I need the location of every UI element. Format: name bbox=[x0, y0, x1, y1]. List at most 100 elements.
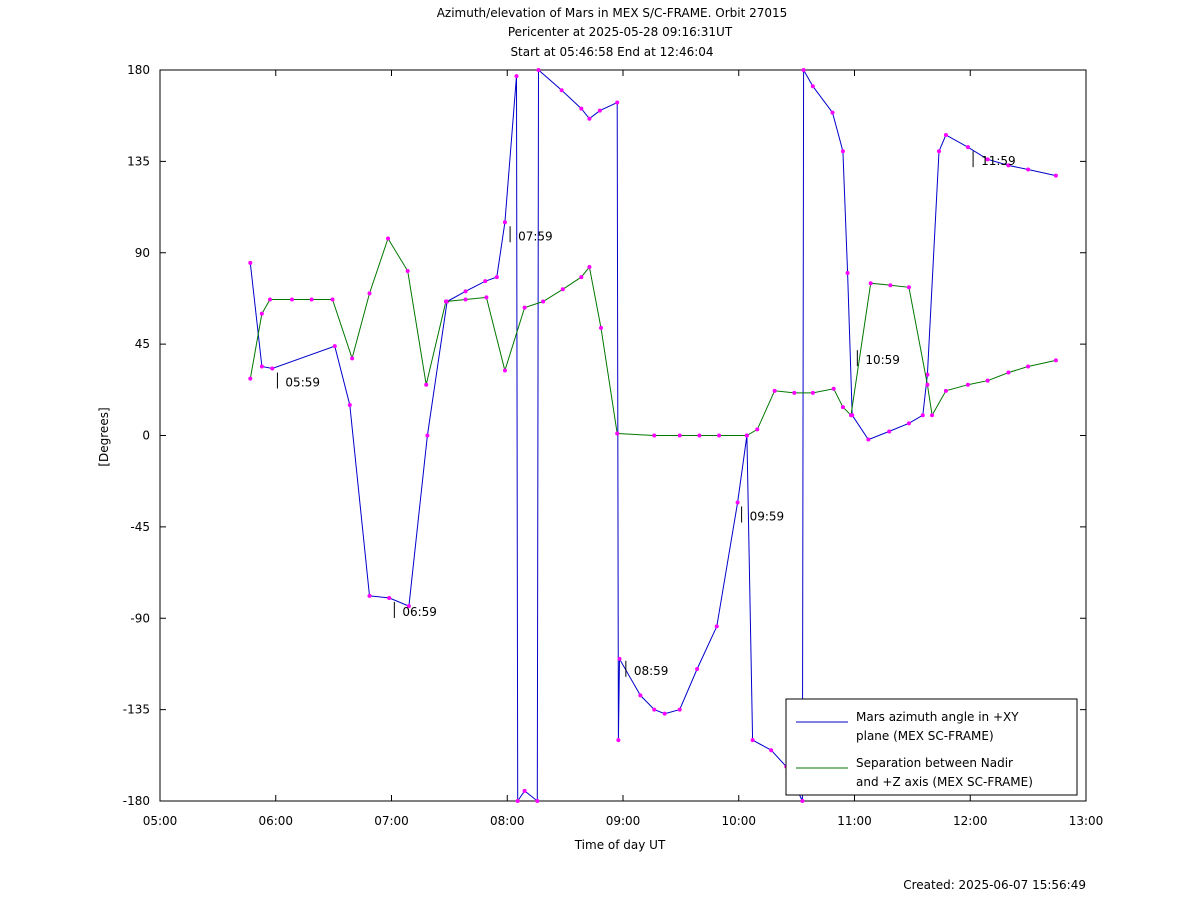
point-marker bbox=[810, 84, 815, 89]
chart-title: Azimuth/elevation of Mars in MEX S/C-FRA… bbox=[437, 6, 788, 20]
point-marker bbox=[502, 368, 507, 373]
point-marker bbox=[868, 281, 873, 286]
point-marker bbox=[792, 390, 797, 395]
point-marker bbox=[267, 297, 272, 302]
point-marker bbox=[840, 149, 845, 154]
point-marker bbox=[769, 748, 774, 753]
point-marker bbox=[617, 656, 622, 661]
point-marker bbox=[845, 271, 850, 276]
point-marker bbox=[755, 427, 760, 432]
point-marker bbox=[638, 693, 643, 698]
point-marker bbox=[332, 344, 337, 349]
point-marker bbox=[965, 382, 970, 387]
point-marker bbox=[985, 157, 990, 162]
annotation: 08:59 bbox=[634, 664, 669, 678]
x-tick-label: 05:00 bbox=[143, 814, 178, 828]
point-marker bbox=[405, 269, 410, 274]
point-marker bbox=[930, 413, 935, 418]
point-marker bbox=[925, 382, 930, 387]
point-marker bbox=[943, 388, 948, 393]
point-marker bbox=[801, 68, 806, 72]
annotation: 11:59 bbox=[981, 154, 1016, 168]
legend-label: Mars azimuth angle in +XY plane (MEX SC-F… bbox=[856, 710, 1019, 743]
y-tick-label: -90 bbox=[130, 611, 150, 625]
point-marker bbox=[677, 433, 682, 438]
y-tick-label: -135 bbox=[123, 703, 150, 717]
annotation: 10:59 bbox=[865, 353, 900, 367]
point-marker bbox=[750, 738, 755, 743]
point-marker bbox=[309, 297, 314, 302]
point-marker bbox=[515, 799, 520, 803]
point-marker bbox=[502, 220, 507, 225]
point-marker bbox=[387, 595, 392, 600]
legend-box bbox=[785, 698, 1078, 796]
annotation: 09:59 bbox=[750, 510, 785, 524]
point-marker bbox=[597, 108, 602, 113]
point-marker bbox=[330, 297, 335, 302]
y-tick-label: -180 bbox=[123, 794, 150, 808]
point-marker bbox=[406, 604, 411, 609]
point-marker bbox=[887, 429, 892, 434]
point-marker bbox=[425, 433, 430, 438]
x-tick-label: 08:00 bbox=[490, 814, 525, 828]
point-marker bbox=[616, 738, 621, 743]
point-marker bbox=[367, 593, 372, 598]
point-marker bbox=[463, 289, 468, 294]
point-marker bbox=[522, 788, 527, 793]
point-marker bbox=[652, 433, 657, 438]
point-marker bbox=[248, 260, 253, 265]
point-marker bbox=[587, 264, 592, 269]
point-marker bbox=[810, 390, 815, 395]
point-marker bbox=[424, 382, 429, 387]
point-marker bbox=[536, 68, 541, 72]
point-marker bbox=[866, 437, 871, 442]
point-marker bbox=[514, 74, 519, 79]
point-marker bbox=[652, 707, 657, 712]
point-marker bbox=[270, 366, 275, 371]
point-marker bbox=[1053, 173, 1058, 178]
point-marker bbox=[443, 299, 448, 304]
point-marker bbox=[677, 707, 682, 712]
y-tick-label: 90 bbox=[135, 246, 150, 260]
point-marker bbox=[1026, 364, 1031, 369]
point-marker bbox=[259, 311, 264, 316]
point-marker bbox=[735, 500, 740, 505]
y-tick-label: 180 bbox=[127, 63, 150, 77]
point-marker bbox=[1053, 358, 1058, 363]
subtitle: Pericenter at 2025-05-28 09:16:31UT bbox=[508, 25, 733, 39]
point-marker bbox=[1006, 370, 1011, 375]
point-marker bbox=[714, 624, 719, 629]
x-tick-label: 12:00 bbox=[953, 814, 988, 828]
point-marker bbox=[347, 403, 352, 408]
point-marker bbox=[579, 106, 584, 111]
point-marker bbox=[920, 413, 925, 418]
point-marker bbox=[830, 110, 835, 115]
point-marker bbox=[350, 356, 355, 361]
y-axis-label: [Degrees] bbox=[97, 407, 111, 466]
point-marker bbox=[840, 405, 845, 410]
point-marker bbox=[800, 799, 805, 803]
legend-label: Separation between Nadir and +Z axis (MEX… bbox=[856, 756, 1033, 789]
annotation: 05:59 bbox=[285, 375, 320, 389]
point-marker bbox=[849, 413, 854, 418]
point-marker bbox=[599, 325, 604, 330]
point-marker bbox=[1026, 167, 1031, 172]
point-marker bbox=[662, 711, 667, 716]
point-marker bbox=[367, 291, 372, 296]
point-marker bbox=[888, 283, 893, 288]
point-marker bbox=[695, 667, 700, 672]
y-tick-label: -45 bbox=[130, 520, 150, 534]
x-tick-label: 11:00 bbox=[837, 814, 872, 828]
subtitle: Start at 05:46:58 End at 12:46:04 bbox=[510, 45, 713, 59]
point-marker bbox=[744, 433, 749, 438]
x-tick-label: 06:00 bbox=[258, 814, 293, 828]
point-marker bbox=[541, 299, 546, 304]
annotation: 07:59 bbox=[518, 229, 553, 243]
point-marker bbox=[560, 287, 565, 292]
point-marker bbox=[289, 297, 294, 302]
point-marker bbox=[717, 433, 722, 438]
point-marker bbox=[985, 378, 990, 383]
x-tick-label: 10:00 bbox=[721, 814, 756, 828]
point-marker bbox=[483, 279, 488, 284]
annotation: 06:59 bbox=[402, 605, 437, 619]
